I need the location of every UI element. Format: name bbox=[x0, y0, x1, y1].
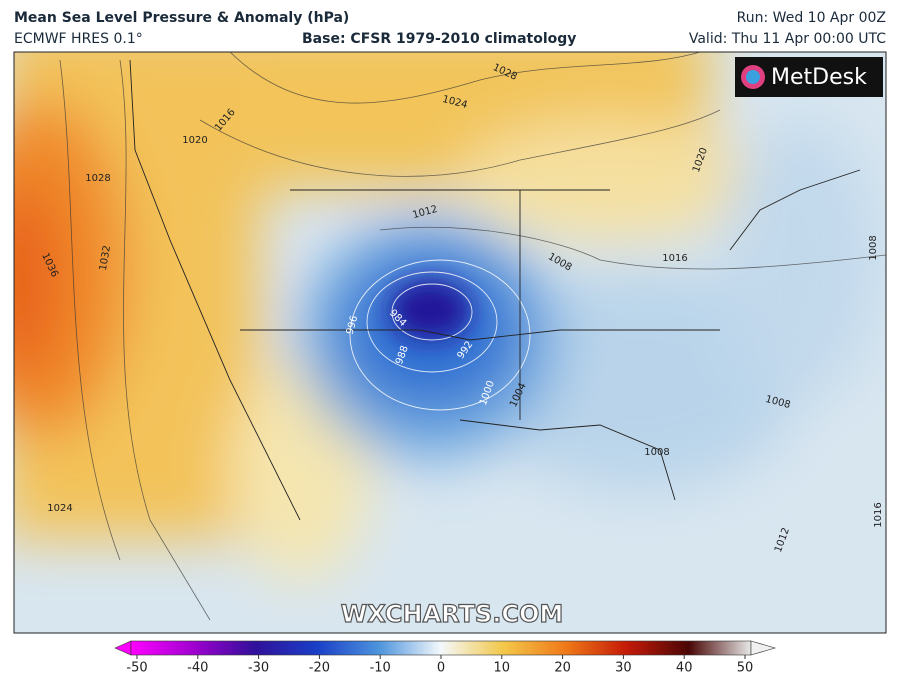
model: ECMWF HRES 0.1° bbox=[14, 31, 143, 47]
colorbar-tick-label: 10 bbox=[494, 661, 511, 676]
colorbar-tick-label: 20 bbox=[554, 661, 571, 676]
isobar-label: 996 bbox=[345, 314, 361, 335]
title: Mean Sea Level Pressure & Anomaly (hPa) bbox=[14, 10, 349, 26]
logo: MetDesk bbox=[771, 65, 867, 90]
colorbar-tick-label: 40 bbox=[676, 661, 693, 676]
base: Base: CFSR 1979-2010 climatology bbox=[302, 31, 576, 47]
valid: Valid: Thu 11 Apr 00:00 UTC bbox=[689, 31, 886, 47]
isobar-label: 1008 bbox=[868, 235, 879, 260]
isobar-label: 1008 bbox=[644, 447, 669, 458]
isobar-label: 1016 bbox=[873, 502, 884, 527]
isobar-label: 1032 bbox=[98, 245, 113, 272]
isobar-label: 1020 bbox=[182, 135, 207, 146]
map-frame bbox=[13, 51, 887, 634]
colorbar-tick-label: -40 bbox=[187, 661, 208, 676]
run: Run: Wed 10 Apr 00Z bbox=[737, 10, 886, 26]
colorbar-tick-label: -30 bbox=[248, 661, 269, 676]
colorbar-tick-label: -10 bbox=[370, 661, 391, 676]
colorbar-tick-label: -50 bbox=[126, 661, 147, 676]
map bbox=[14, 52, 886, 633]
colorbar-tick-label: -20 bbox=[309, 661, 330, 676]
logo-box: MetDesk bbox=[735, 57, 883, 97]
colorbar-tick-label: 0 bbox=[437, 661, 445, 676]
colorbar-tick-label: 30 bbox=[615, 661, 632, 676]
isobar-label: 1028 bbox=[85, 173, 110, 184]
colorbar-tick-label: 50 bbox=[737, 661, 754, 676]
colorbar: -50 -40 -30 -20 -10 0 10 20 30 40 50 bbox=[114, 640, 777, 676]
watermark: WXCHARTS.COM bbox=[341, 600, 563, 628]
isobar-label: 1016 bbox=[662, 253, 687, 264]
isobar-label: 1024 bbox=[47, 503, 72, 514]
